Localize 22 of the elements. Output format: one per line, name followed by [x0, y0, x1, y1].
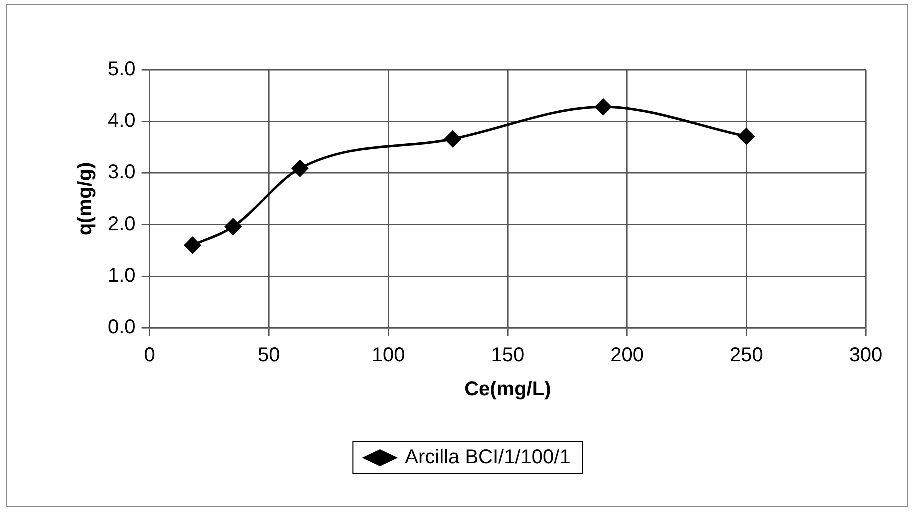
- y-tick-label: 5.0: [108, 58, 136, 81]
- x-tick-label: 300: [849, 344, 883, 367]
- point: [595, 98, 612, 116]
- y-tick-label: 3.0: [108, 162, 136, 184]
- x-tick-label: 250: [730, 344, 764, 367]
- point: [225, 218, 242, 236]
- y-tick-label: 1.0: [108, 264, 136, 287]
- y-tick-label: 4.0: [108, 110, 136, 132]
- y-tick-label: 2.0: [108, 213, 136, 236]
- x-axis-title: Ce(mg/L): [464, 378, 552, 401]
- y-tick-label: 0.0: [108, 316, 136, 339]
- x-tick-label: 150: [491, 344, 525, 367]
- x-tick-label: 0: [144, 344, 156, 367]
- legend-label: Arcilla BCI/1/100/1: [405, 446, 571, 469]
- point: [738, 128, 755, 145]
- x-tick-label: 100: [372, 344, 406, 367]
- point: [444, 130, 462, 148]
- point: [184, 237, 202, 254]
- x-tick-label: 50: [258, 344, 280, 367]
- y-axis-title: q(mg/g): [74, 162, 97, 236]
- x-tick-label: 200: [610, 344, 644, 367]
- point: [292, 160, 308, 177]
